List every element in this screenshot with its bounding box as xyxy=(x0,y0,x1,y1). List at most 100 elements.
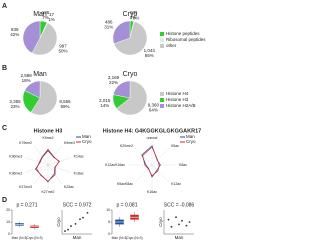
pie-count: 2,015 xyxy=(99,98,111,103)
axes xyxy=(163,210,194,235)
pie-percent: 3% xyxy=(130,15,137,20)
radar-label: K36me2 xyxy=(9,171,22,175)
legend-label: other xyxy=(166,43,177,48)
radar-title: Histone H4: G4KGGKGLGKGGAKR17 xyxy=(103,128,201,134)
scatter-title: SCC = 0.972 xyxy=(63,202,92,208)
y-tick-label: 10 xyxy=(106,208,110,212)
x-tick-label: Cryo (N=3) xyxy=(26,236,42,240)
legend-label: Cryo xyxy=(186,139,196,144)
legend-swatch xyxy=(160,98,164,102)
axes xyxy=(61,210,92,235)
radar-label: K5acK8ac xyxy=(117,182,133,186)
radar-label: K9me3 xyxy=(64,141,75,145)
pie-count: 136 xyxy=(42,10,50,15)
panel-letter: A xyxy=(2,3,7,10)
legend-swatch xyxy=(160,44,164,48)
pie-count: 1,044 xyxy=(144,48,156,53)
pie-count: 57 xyxy=(130,10,136,15)
radar-spoke xyxy=(33,145,49,166)
box-title: p = 0.271 xyxy=(17,202,38,208)
radar-spoke xyxy=(151,164,170,183)
pie-percent: 65% xyxy=(145,53,154,58)
radar-label: K27me2 xyxy=(41,190,54,194)
pie-count: 8,556 xyxy=(59,99,71,104)
legend-label: Man xyxy=(186,134,195,139)
point xyxy=(67,228,69,231)
pie-percent: 50% xyxy=(58,48,67,53)
radar-label: K36me3 xyxy=(9,155,22,159)
radar-spoke xyxy=(47,164,71,173)
pie-percent: 23% xyxy=(10,104,19,109)
x-axis-label: Man xyxy=(73,235,82,240)
point xyxy=(175,216,177,219)
x-axis-label: Man xyxy=(175,235,184,240)
radar-spoke xyxy=(47,145,63,166)
pie-count: 3,169 xyxy=(108,75,120,80)
radar-label: K14ac xyxy=(74,155,84,159)
pie-count: 997 xyxy=(59,43,67,48)
panel-letter: D xyxy=(2,197,7,204)
point xyxy=(86,211,89,214)
point xyxy=(79,218,81,221)
pie-count: 17 xyxy=(49,12,55,17)
point xyxy=(167,218,170,221)
legend-label: Histone peptides xyxy=(166,31,200,36)
pie-count: 839 xyxy=(11,27,19,32)
pie-slice xyxy=(116,80,148,116)
legend-swatch xyxy=(160,92,164,96)
pie-title: Cryo xyxy=(123,71,138,78)
legend-label: Cryo xyxy=(82,139,92,144)
pie-slice xyxy=(22,20,41,54)
legend-label: Ribosomal peptides xyxy=(166,37,206,42)
point xyxy=(178,223,180,226)
legend-label: Histone H2A/B xyxy=(166,103,196,108)
radar-label: K23ac xyxy=(64,185,74,189)
x-tick-label: Cryo (N=3) xyxy=(126,236,142,240)
pie-slice xyxy=(112,20,131,45)
legend-swatch xyxy=(160,104,164,108)
radar-label: K20me2 xyxy=(120,144,133,148)
legend-swatch xyxy=(160,32,164,36)
legend-label: Histone H3 xyxy=(166,97,189,102)
y-tick-label: 5 xyxy=(108,220,110,224)
pie-count: 7 xyxy=(135,10,138,15)
pie-title: Man xyxy=(33,11,47,18)
pie-slice xyxy=(113,80,131,99)
radar-label: K18ac xyxy=(74,171,84,175)
radar-label: K12ac xyxy=(171,182,181,186)
point xyxy=(185,224,188,227)
point xyxy=(188,221,191,223)
pie-percent: 22% xyxy=(109,80,118,85)
pie-count: 486 xyxy=(105,19,113,24)
y-tick-label: 20 xyxy=(6,208,10,212)
pie-percent: 31% xyxy=(104,24,113,29)
pie-count: 3,355 xyxy=(9,99,21,104)
x-tick-label: Man (N=3) xyxy=(112,236,128,240)
pie-slice xyxy=(113,21,148,56)
x-tick-label: Man (N=3) xyxy=(12,236,28,240)
radar-label: K8ac xyxy=(179,163,187,167)
scatter-title: SCC = -0.086 xyxy=(164,202,195,208)
box-title: p = 0.081 xyxy=(117,202,138,208)
radar-label: K5ac xyxy=(171,144,179,148)
pie-percent: 42% xyxy=(10,32,19,37)
legend-label: Man xyxy=(82,134,91,139)
radar-line xyxy=(142,146,160,177)
point xyxy=(70,225,72,227)
legend-swatch xyxy=(160,38,164,42)
radar-spoke xyxy=(134,147,153,166)
y-axis-label: Cryo xyxy=(158,217,163,227)
pie-count: 9,360 xyxy=(148,103,160,108)
point xyxy=(74,223,77,225)
pie-count: 2,588 xyxy=(21,73,33,78)
pie-percent: 7% xyxy=(42,15,49,20)
pie-percent: 1% xyxy=(48,17,55,22)
pie-percent: 18% xyxy=(22,78,31,83)
y-axis-label: Cryo xyxy=(56,217,61,227)
pie-percent: 64% xyxy=(149,108,158,113)
radar-label: unmod xyxy=(147,136,158,140)
point xyxy=(181,219,183,222)
radar-label: K9me2 xyxy=(42,136,53,140)
point xyxy=(64,230,66,233)
